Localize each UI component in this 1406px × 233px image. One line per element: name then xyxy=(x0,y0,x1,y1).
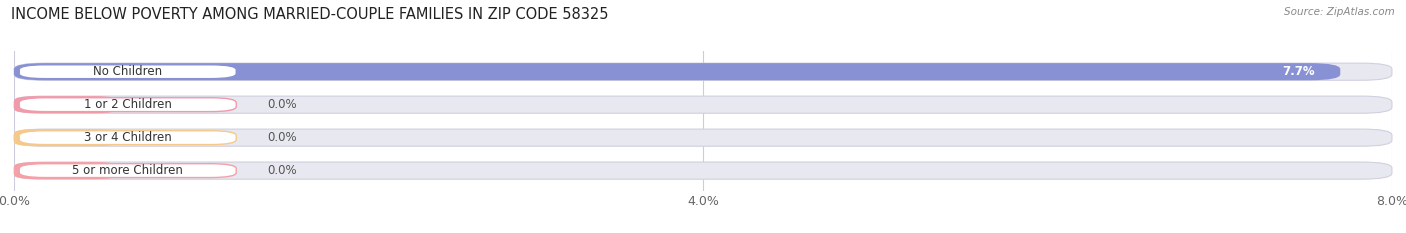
Text: 0.0%: 0.0% xyxy=(267,131,297,144)
Text: 0.0%: 0.0% xyxy=(267,98,297,111)
FancyBboxPatch shape xyxy=(14,96,118,113)
Text: 5 or more Children: 5 or more Children xyxy=(72,164,183,177)
FancyBboxPatch shape xyxy=(20,131,236,144)
Text: 1 or 2 Children: 1 or 2 Children xyxy=(84,98,172,111)
FancyBboxPatch shape xyxy=(14,162,1392,179)
FancyBboxPatch shape xyxy=(20,65,236,79)
Text: No Children: No Children xyxy=(93,65,162,78)
FancyBboxPatch shape xyxy=(14,96,1392,113)
Text: 7.7%: 7.7% xyxy=(1282,65,1315,78)
FancyBboxPatch shape xyxy=(20,98,236,112)
FancyBboxPatch shape xyxy=(14,63,1392,80)
FancyBboxPatch shape xyxy=(14,63,1340,80)
Text: INCOME BELOW POVERTY AMONG MARRIED-COUPLE FAMILIES IN ZIP CODE 58325: INCOME BELOW POVERTY AMONG MARRIED-COUPL… xyxy=(11,7,609,22)
FancyBboxPatch shape xyxy=(14,129,118,146)
FancyBboxPatch shape xyxy=(14,129,1392,146)
Text: Source: ZipAtlas.com: Source: ZipAtlas.com xyxy=(1284,7,1395,17)
Text: 3 or 4 Children: 3 or 4 Children xyxy=(84,131,172,144)
Text: 0.0%: 0.0% xyxy=(267,164,297,177)
FancyBboxPatch shape xyxy=(14,162,118,179)
FancyBboxPatch shape xyxy=(20,164,236,178)
